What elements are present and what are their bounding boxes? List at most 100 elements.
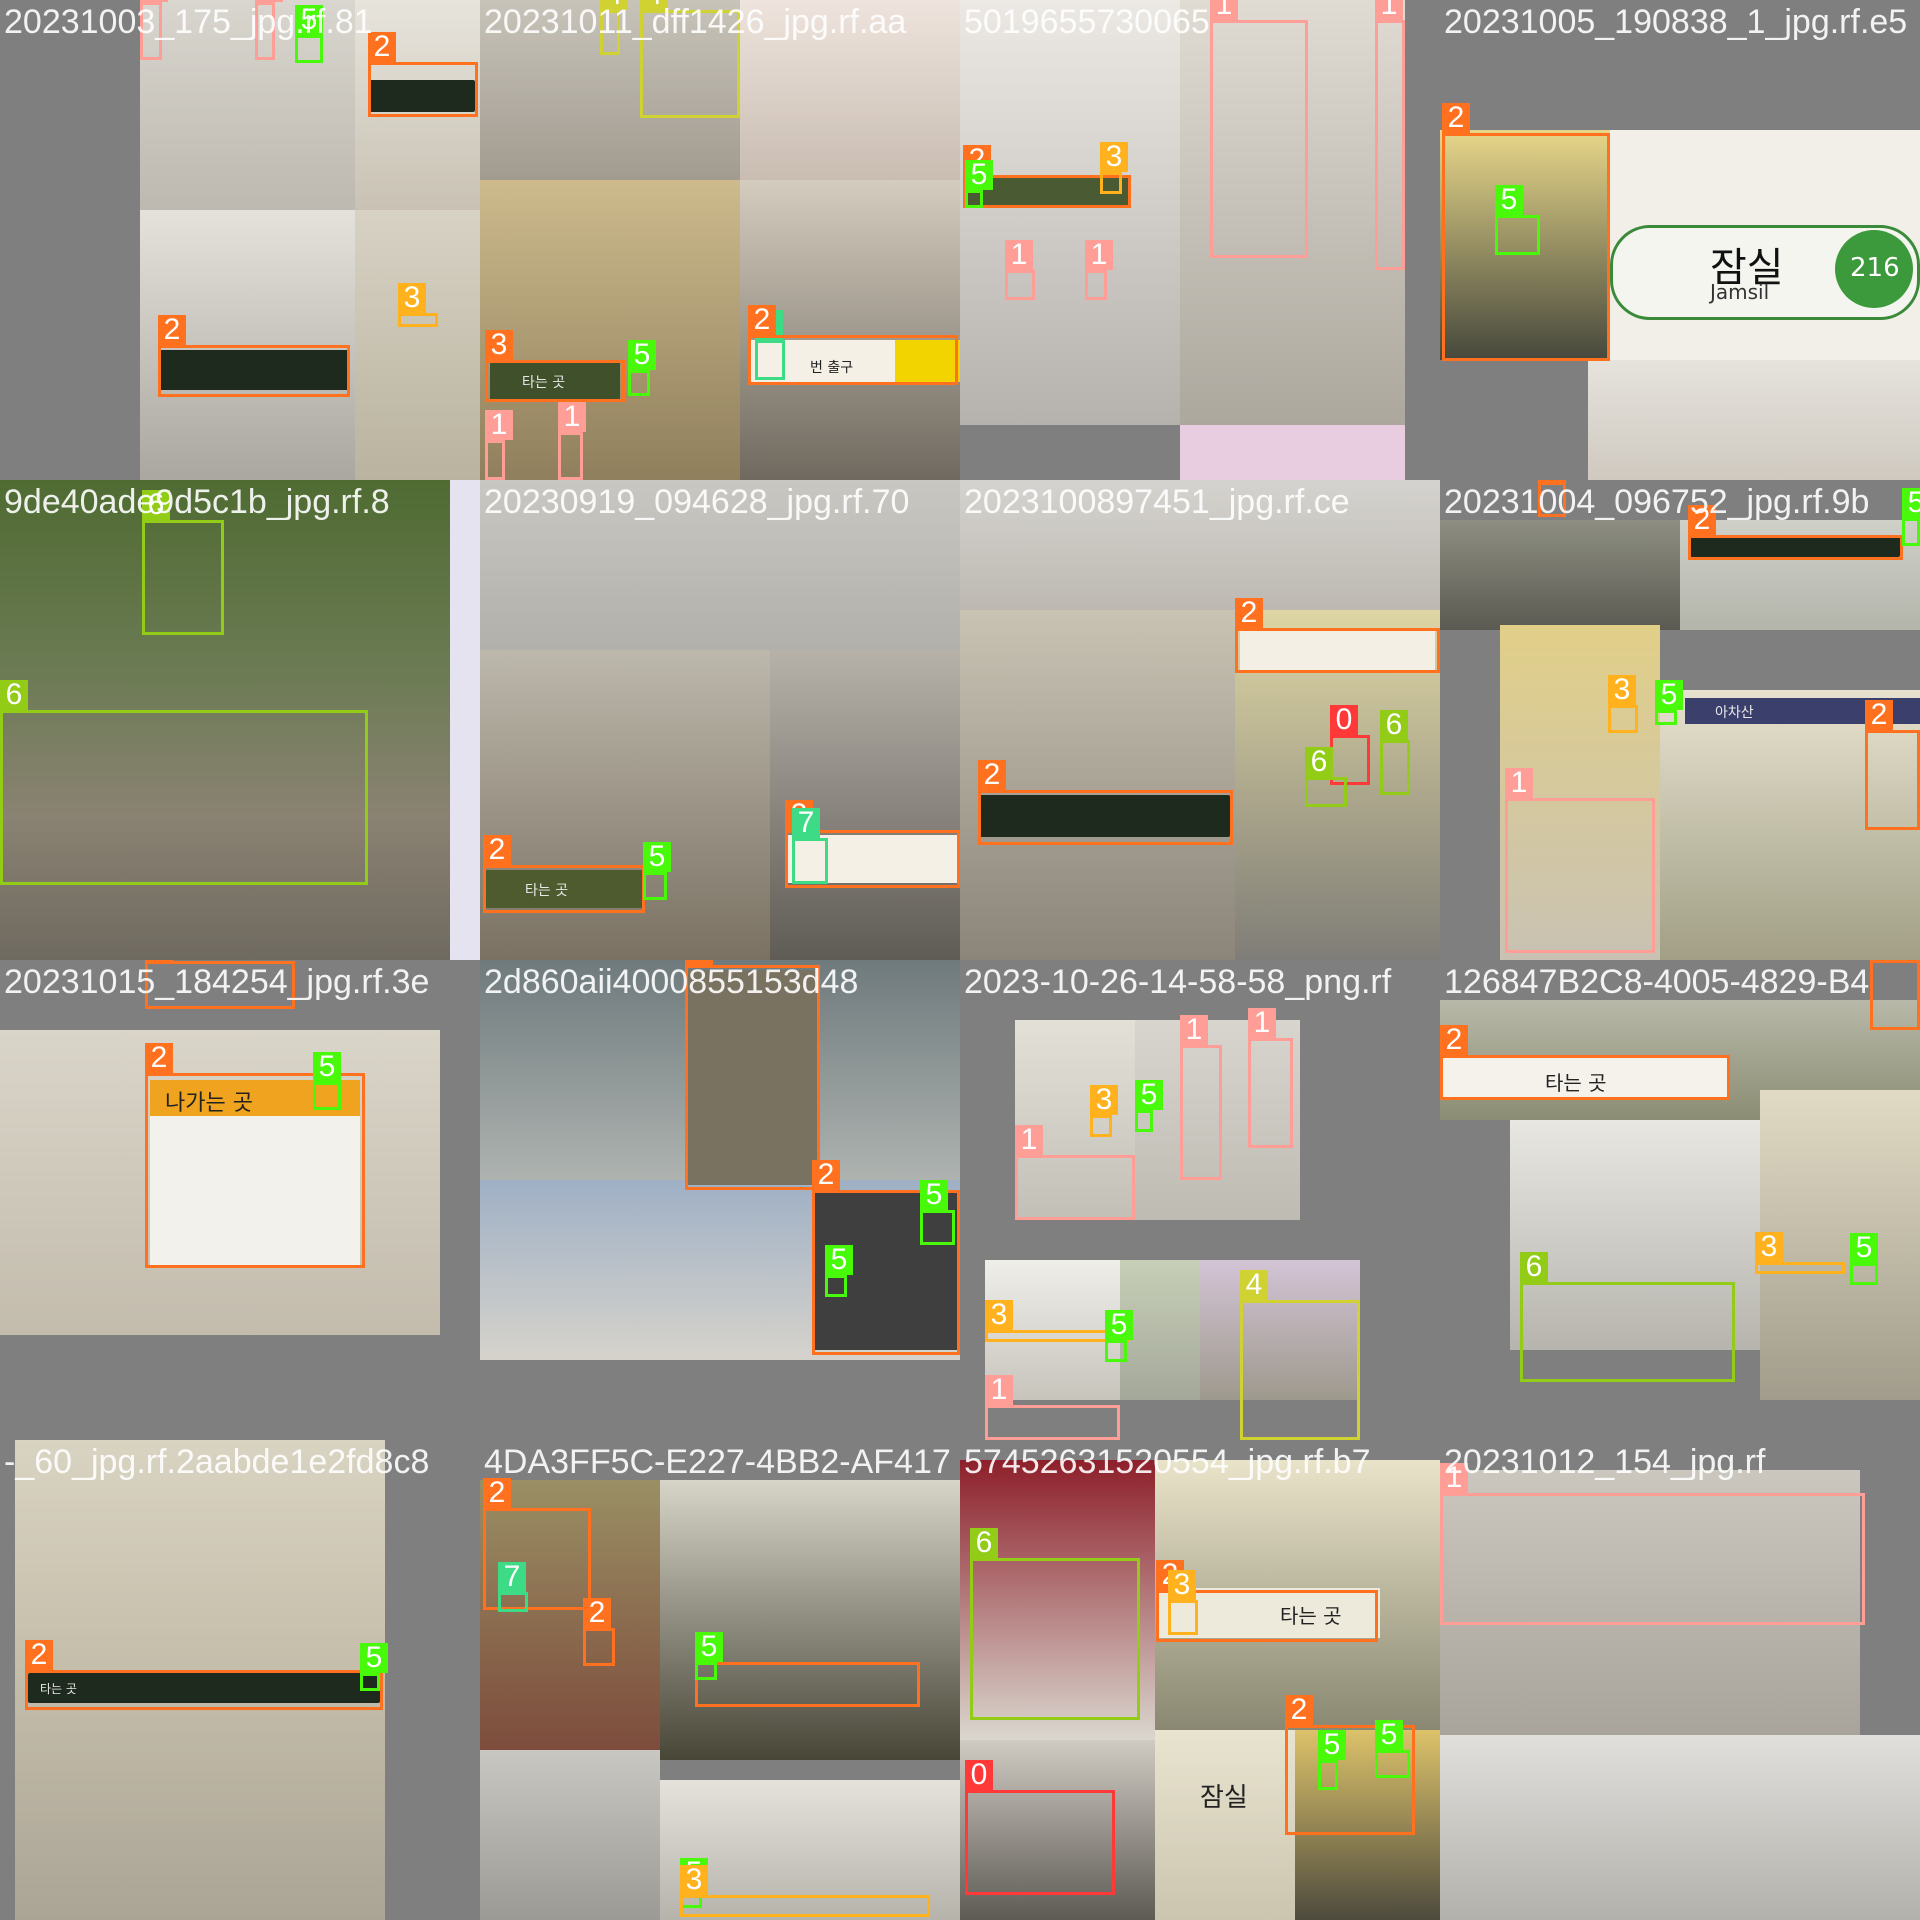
photo-region (1155, 1730, 1295, 1920)
bbox-class-2: 2 (1285, 1695, 1415, 1835)
photo-region (480, 1750, 660, 1920)
mosaic-tile: 2 2 0 6 6 2023100897451_jpg.rf.ce (960, 480, 1440, 960)
photo-region (480, 180, 740, 480)
bbox-class-6: 6 (1520, 1252, 1735, 1382)
bbox-class-label: 6 (1305, 747, 1333, 777)
bbox-class-7: 7 (498, 1562, 528, 1612)
tile-filename: 20231003_175_jpg.rf.81 (4, 3, 373, 41)
mosaic-tile: 타는 곳 2 5 -_60_jpg.rf.2aabde1e2fd8c8 (0, 1440, 480, 1920)
photo-region (1510, 1120, 1760, 1350)
bbox-class-label: 1 (985, 1375, 1013, 1405)
photo-region (895, 340, 960, 382)
bbox-class-5: 5 (695, 1632, 723, 1680)
tile-filename: 126847B2C8-4005-4829-B4 (1444, 963, 1870, 1001)
photo-region (1440, 1470, 1860, 1735)
bbox-class-2: 2 (1870, 960, 1920, 1030)
bbox-class-3: 3 (1608, 675, 1638, 733)
bbox-class-1: 1 (485, 410, 513, 480)
bbox-class-5: 5 (1902, 488, 1920, 546)
photo-region (150, 1080, 360, 1116)
tile-filename: 20231005_190838_1_jpg.rf.e5 (1444, 3, 1908, 41)
tile-filename: 2023100897451_jpg.rf.ce (964, 483, 1350, 521)
photo-region (480, 480, 960, 650)
photo-region (1180, 425, 1405, 480)
photo-region (355, 210, 480, 480)
photo-region (1660, 690, 1920, 960)
mosaic-tile: 나가는 곳 2 2 5 20231015_184254_jpg.rf.3e (0, 960, 480, 1440)
bbox-class-1: 1 (985, 1375, 1120, 1440)
bbox-class-5: 5 (1850, 1233, 1878, 1285)
bbox-class-6: 6 (1305, 747, 1347, 807)
sign-text: 타는 곳 (1545, 1071, 1607, 1095)
bbox-class-label: 3 (485, 330, 513, 360)
bbox-class-label: 0 (1330, 705, 1358, 735)
photo-region (0, 480, 450, 960)
bbox-class-label: 1 (558, 402, 586, 432)
bbox-class-5: 5 (1375, 1720, 1410, 1778)
bbox-class-label: 2 (158, 315, 186, 345)
bbox-class-label: 3 (1168, 1570, 1196, 1600)
photo-region (980, 795, 1230, 837)
bbox-class-6: 6 (970, 1528, 1140, 1720)
photo-region (370, 80, 475, 112)
bbox-class-5: 5 (628, 340, 656, 396)
bbox-class-5: 5 (965, 160, 993, 208)
bbox-class-5: 5 (1135, 1080, 1163, 1132)
mosaic-tile: 2 2 5 5 2d860aii4000855153d48 (480, 960, 960, 1440)
bbox-class-2: 3 (485, 330, 625, 402)
tile-filename: 57452631520554_jpg.rf.b7 (964, 1443, 1371, 1481)
bbox-class-1: 1 (1180, 1015, 1222, 1180)
bbox-class-label: 6 (142, 490, 170, 520)
bbox-class-5: 5 (920, 1180, 955, 1245)
bbox-class-2: 2 (158, 315, 350, 397)
tile-filename: 20230919_094628_jpg.rf.70 (484, 483, 910, 521)
bbox-class-label: 5 (1135, 1080, 1163, 1110)
bbox-class-label: 6 (1520, 1252, 1548, 1282)
photo-region (1440, 520, 1680, 630)
bbox-class-4: 4 (600, 0, 628, 55)
bbox-class-label: 5 (313, 1052, 341, 1082)
bbox-class-1: 1 (1085, 240, 1113, 300)
bbox-class-label: 5 (1902, 488, 1920, 518)
mosaic-tile: 잠실 Jamsil 216 2 5 20231005_190838_1_jpg.… (1440, 0, 1920, 480)
tile-filename: 20231011_dff1426_jpg.rf.aa (484, 3, 907, 41)
bbox-class-label: 3 (1755, 1232, 1783, 1262)
bbox-class-2: 2 (483, 835, 645, 913)
bbox-class-3: 3 (1755, 1232, 1845, 1274)
bbox-class-2: 2 (1235, 598, 1440, 673)
photo-region (960, 0, 1180, 425)
photo-region (480, 650, 770, 960)
bbox-class-label: 2 (1442, 103, 1470, 133)
photo-region (1835, 230, 1913, 308)
bbox-class-label: 2 (1688, 505, 1716, 535)
bbox-class-label: 3 (1100, 142, 1128, 172)
bbox-class-1: 1 (1210, 0, 1308, 258)
bbox-class-1: 1 (1440, 1463, 1865, 1625)
bbox-class-label: 1 (1505, 768, 1533, 798)
photo-region (480, 0, 740, 180)
bbox-class-label: 1 (1248, 1008, 1276, 1038)
bbox-class-label: 0 (965, 1760, 993, 1790)
photo-region (1135, 1020, 1300, 1220)
bbox-class-label: 1 (1440, 1463, 1468, 1493)
photo-region (450, 480, 480, 960)
bbox-class-label: 2 (25, 1640, 53, 1670)
bbox-class-label: 2 (812, 1160, 840, 1190)
bbox-class-label: 2 (685, 960, 713, 965)
bbox-class-5: 5 (1105, 1310, 1133, 1362)
bbox-class-label: 6 (1380, 710, 1408, 740)
bbox-class-label: 4 (600, 0, 628, 10)
bbox-class-label: 4 (1240, 1270, 1268, 1300)
bbox-class-1: 1 (140, 0, 168, 60)
bbox-class-label: 7 (498, 1562, 526, 1592)
bbox-class-2: 2 (748, 305, 958, 385)
photo-region (1180, 0, 1405, 480)
bbox-class-0: 0 (965, 1760, 1115, 1895)
mosaic-tile: 2 7 2 2 5 5 3 4DA3FF5C-E227-4BB2-AF417 (480, 1440, 960, 1920)
bbox-class-1: 1 (1248, 1008, 1293, 1148)
bbox-class-3: 3 (680, 1865, 930, 1917)
bbox-class-label: 3 (1090, 1085, 1118, 1115)
bbox-class-label: 5 (920, 1180, 948, 1210)
bbox-class-label: 5 (643, 842, 671, 872)
